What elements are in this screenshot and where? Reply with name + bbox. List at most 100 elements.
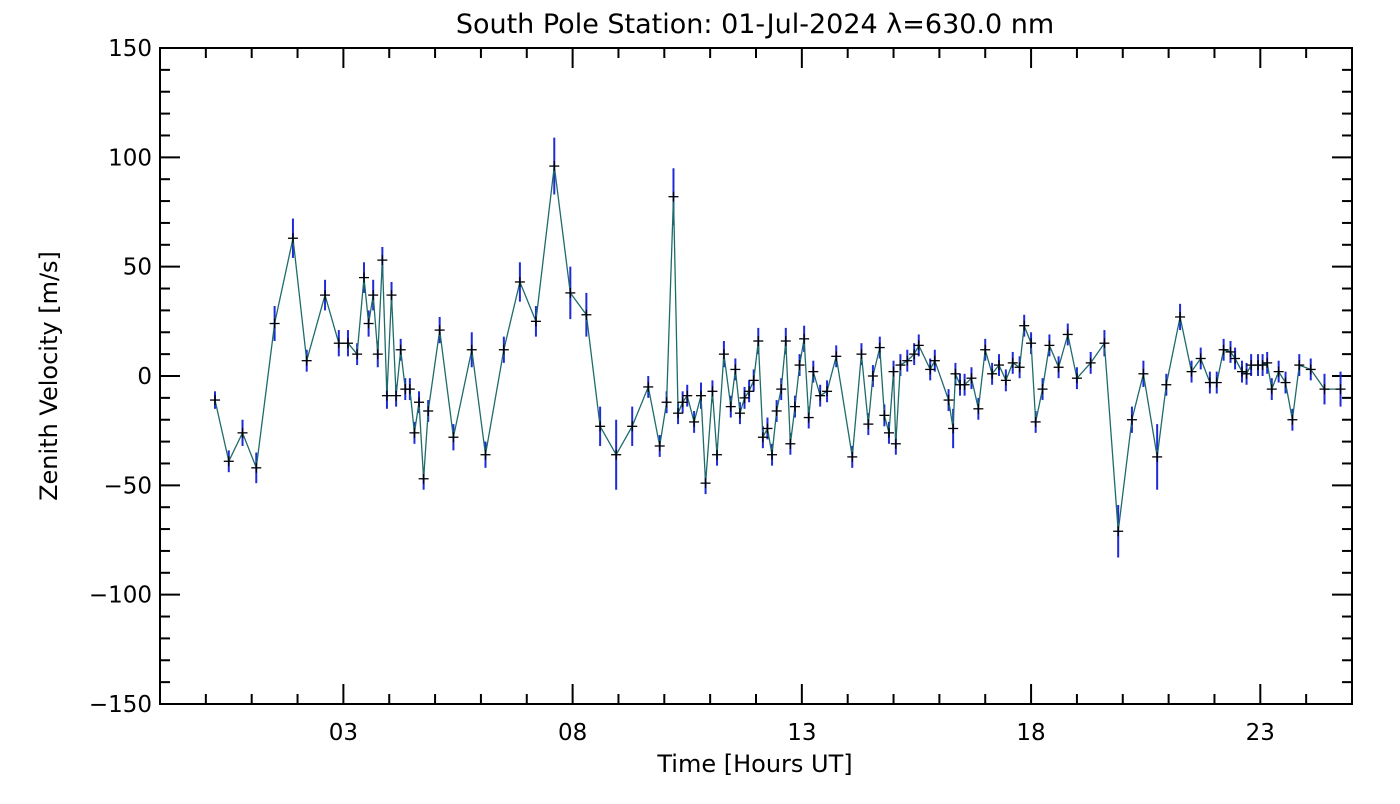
data-point — [549, 161, 560, 172]
data-point — [301, 355, 312, 366]
data-point — [595, 421, 606, 432]
data-point — [890, 438, 901, 449]
data-point — [1294, 360, 1305, 371]
data-point — [418, 473, 429, 484]
data-point — [712, 449, 723, 460]
data-series — [210, 137, 1346, 558]
data-point — [883, 427, 894, 438]
data-point — [1007, 357, 1018, 368]
data-point — [414, 397, 425, 408]
data-point — [734, 408, 745, 419]
data-point — [1071, 373, 1082, 384]
data-point — [1037, 384, 1048, 395]
axis-ticks: −150 −100 −50 0 50 100 150 03 08 13 18 23 — [89, 36, 1353, 746]
data-point — [1266, 384, 1277, 395]
x-tick-label: 23 — [1246, 720, 1275, 746]
data-point — [352, 349, 363, 360]
data-point — [668, 191, 679, 202]
data-point — [673, 408, 684, 419]
data-point — [368, 290, 379, 301]
data-point — [1230, 353, 1241, 364]
data-point — [980, 344, 991, 355]
data-point — [1273, 366, 1284, 377]
data-point — [973, 403, 984, 414]
data-point — [237, 427, 248, 438]
data-point — [514, 276, 525, 287]
data-point — [643, 381, 654, 392]
data-point — [498, 344, 509, 355]
data-point — [1000, 375, 1011, 386]
data-point — [863, 419, 874, 430]
data-point — [269, 318, 280, 329]
data-point — [395, 344, 406, 355]
data-point — [909, 349, 920, 360]
data-point — [822, 386, 833, 397]
data-point — [1241, 368, 1252, 379]
data-point — [1138, 368, 1149, 379]
data-point — [1211, 377, 1222, 388]
data-point — [767, 449, 778, 460]
data-point — [1126, 414, 1137, 425]
data-point — [739, 392, 750, 403]
data-point — [780, 336, 791, 347]
x-tick-label: 08 — [558, 720, 587, 746]
data-point — [856, 349, 867, 360]
data-point — [1053, 362, 1064, 373]
data-point — [815, 390, 826, 401]
data-point — [1257, 360, 1268, 371]
data-point — [434, 325, 445, 336]
data-point — [677, 397, 688, 408]
data-point — [682, 390, 693, 401]
data-point — [1014, 362, 1025, 373]
data-point — [1030, 416, 1041, 427]
data-point — [913, 340, 924, 351]
data-point — [627, 421, 638, 432]
data-point — [391, 390, 402, 401]
data-point — [929, 355, 940, 366]
data-point — [902, 355, 913, 366]
data-point — [1044, 340, 1055, 351]
y-tick-label: 0 — [137, 364, 152, 390]
data-point — [757, 432, 768, 443]
chart-title: South Pole Station: 01-Jul-2024 λ=630.0 … — [456, 9, 1054, 40]
data-point — [794, 360, 805, 371]
data-point — [210, 395, 221, 406]
data-point — [466, 344, 477, 355]
plot-frame — [159, 47, 1353, 705]
data-point — [700, 478, 711, 489]
data-point — [1019, 320, 1030, 331]
data-point — [948, 423, 959, 434]
data-point — [1113, 526, 1124, 537]
data-point — [1262, 357, 1273, 368]
data-point — [423, 405, 434, 416]
y-tick-label: 100 — [108, 145, 152, 171]
y-tick-label: 50 — [123, 255, 152, 281]
data-point — [381, 390, 392, 401]
data-point — [661, 397, 672, 408]
data-point — [1062, 329, 1073, 340]
data-point — [808, 366, 819, 377]
data-point — [342, 338, 353, 349]
x-axis-label: Time [Hours UT] — [656, 750, 852, 778]
data-point — [530, 316, 541, 327]
data-point — [689, 416, 700, 427]
data-point — [320, 290, 331, 301]
data-point — [372, 349, 383, 360]
data-point — [707, 386, 718, 397]
data-point — [895, 360, 906, 371]
data-point — [1161, 379, 1172, 390]
data-point — [404, 384, 415, 395]
data-point — [386, 290, 397, 301]
data-point — [943, 395, 954, 406]
y-axis-label: Zenith Velocity [m/s] — [35, 251, 63, 501]
data-point — [959, 379, 970, 390]
data-point — [1175, 311, 1186, 322]
data-point — [223, 456, 234, 467]
data-point — [879, 410, 890, 421]
data-point — [1218, 344, 1229, 355]
x-tick-label: 03 — [329, 720, 358, 746]
data-point — [718, 349, 729, 360]
data-point — [1335, 384, 1346, 395]
data-point — [925, 364, 936, 375]
data-point — [789, 401, 800, 412]
